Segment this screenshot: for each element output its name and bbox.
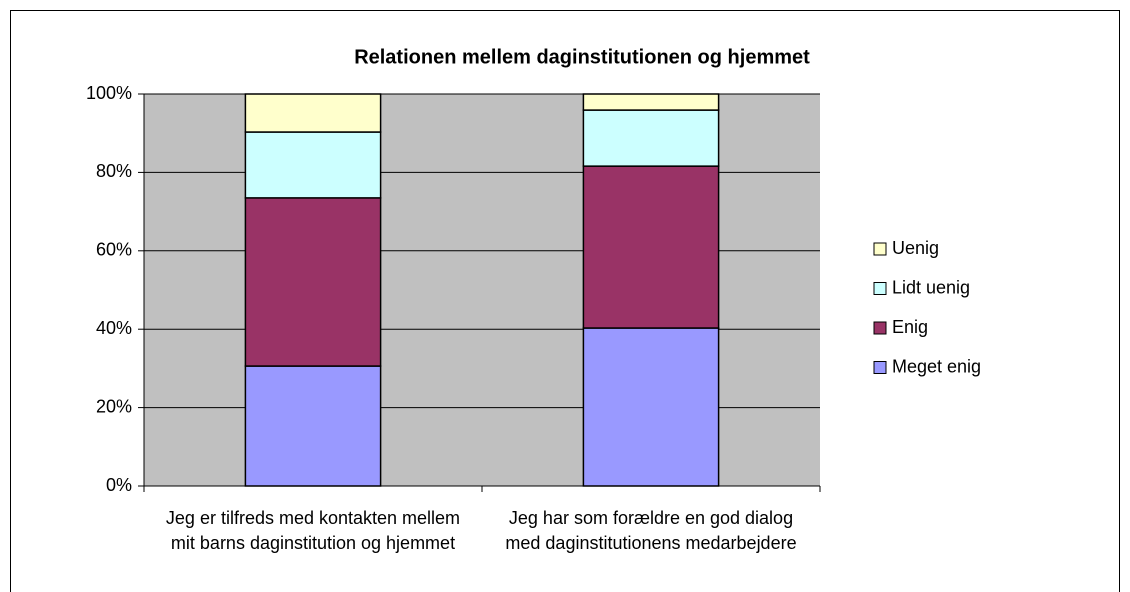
x-tick-label: Jeg er tilfreds med kontakten mellem mit… [165,508,461,553]
y-tick-label: 80% [96,161,132,181]
y-tick-label: 40% [96,318,132,338]
x-tick-label: Jeg har som forældre en god dialog med d… [505,508,797,553]
bar-segment [582,109,720,167]
legend-swatch [873,361,887,374]
bar-segment [244,197,382,367]
legend-label: Uenig [892,238,939,258]
bar-segment [244,365,382,487]
y-tick-label: 0% [106,475,132,495]
legend-label: Meget enig [892,356,981,376]
legend-swatch [873,282,887,295]
bar-segment [582,327,720,487]
y-tick-label: 100% [86,83,132,103]
y-tick-label: 60% [96,240,132,260]
bar-segment [244,93,382,133]
chart-title: Relationen mellem daginstitutionen og hj… [354,46,810,68]
y-tick-label: 20% [96,396,132,416]
legend-swatch [873,321,887,335]
legend-swatch [873,242,887,256]
bar-segment [582,93,720,111]
legend-label: Lidt uenig [892,277,970,297]
legend-label: Enig [892,317,928,337]
bar-segment [244,131,382,199]
bar-segment [582,165,720,329]
